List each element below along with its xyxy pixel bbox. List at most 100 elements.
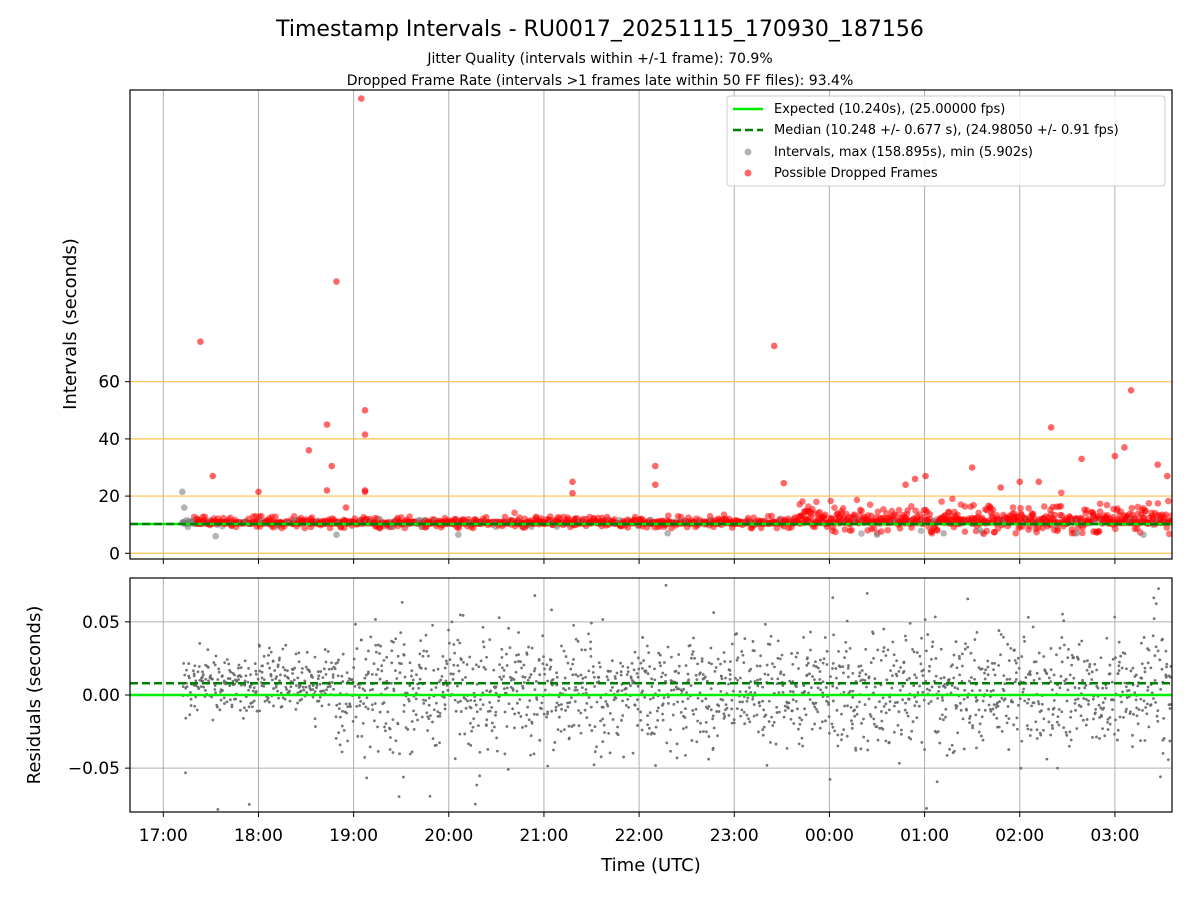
residual-point [626,670,630,673]
residual-point [425,711,429,715]
residual-point [484,724,488,727]
residual-point [383,725,386,729]
residual-point [375,650,378,654]
residual-point [373,702,377,705]
residual-point [341,709,344,713]
residual-point [440,674,444,678]
residual-point [1134,673,1138,677]
residual-point [479,659,483,663]
residual-point [362,702,365,706]
residual-point [572,658,575,661]
residual-point [495,749,499,753]
residual-point [195,708,199,712]
residual-point [973,658,976,662]
residual-point [1136,684,1140,688]
residual-point [850,722,854,726]
residual-point [739,714,743,718]
residual-point [906,714,910,718]
residual-point [790,709,794,713]
residual-point [1006,705,1010,708]
residual-point [554,705,558,709]
dropped-frame-point [821,511,829,519]
residual-point [392,640,395,644]
residual-point [1152,617,1156,621]
residual-point [1050,688,1054,692]
residual-point [557,703,561,707]
residual-point [368,745,372,749]
residual-point [770,715,773,719]
residual-point [828,778,832,781]
residual-point [738,700,742,704]
residual-point [788,679,791,683]
legend-frame [726,95,1166,187]
residual-point [456,638,460,642]
residual-point [732,718,736,722]
residual-point [835,686,839,690]
residual-point [842,728,846,732]
residual-point [1147,648,1151,652]
residual-point [1042,717,1046,721]
residual-point [905,678,909,682]
residual-point [695,740,699,744]
residual-point [590,729,594,732]
residual-point [388,727,392,731]
residual-point [524,724,528,728]
residual-point [842,690,846,694]
residual-point [990,661,994,665]
residual-point [247,666,250,670]
residual-point [428,794,432,798]
residual-point [301,685,305,689]
residual-point [983,677,987,681]
residual-point [741,700,744,704]
residual-point [1068,673,1072,677]
dropped-frame-point [780,479,788,487]
residual-point [942,718,945,722]
residual-point [589,640,593,644]
intervals-y-tick-label: 40 [98,430,120,450]
residual-point [848,689,852,693]
residual-point [1052,673,1056,677]
residual-point [722,712,726,716]
residual-point [1084,723,1088,727]
residual-point [478,774,482,778]
dropped-frame-point [893,511,900,519]
residual-point [543,672,546,676]
residual-point [981,699,985,703]
residual-point [262,684,266,688]
residual-point [595,700,599,704]
residual-point [1073,686,1077,689]
residual-point [935,780,939,784]
residual-point [1064,731,1068,734]
residual-point [550,608,553,612]
residual-point [426,729,429,732]
residual-point [700,699,704,703]
residual-point [213,688,217,691]
residual-point [1121,690,1124,694]
residual-point [647,651,651,655]
residual-point [685,691,688,695]
residual-point [500,647,504,651]
residual-point [1117,669,1121,673]
residual-point [753,649,756,653]
residual-point [515,689,519,693]
residual-point [801,744,805,748]
residual-point [321,676,325,680]
residual-point [850,726,854,730]
residual-point [258,709,262,713]
residual-point [1052,699,1056,702]
residual-point [796,707,799,711]
residual-point [1147,725,1151,729]
residual-point [999,633,1003,636]
residual-point [1124,685,1128,689]
residual-point [441,690,445,694]
residual-point [640,728,644,732]
residual-point [271,660,275,663]
residual-point [840,712,843,716]
residual-point [715,710,719,713]
dropped-frame-point [1163,524,1171,531]
residual-point [625,673,629,676]
residual-point [1155,714,1159,718]
dropped-frame-point [511,509,518,517]
residual-point [890,674,894,677]
residual-point [812,664,816,668]
